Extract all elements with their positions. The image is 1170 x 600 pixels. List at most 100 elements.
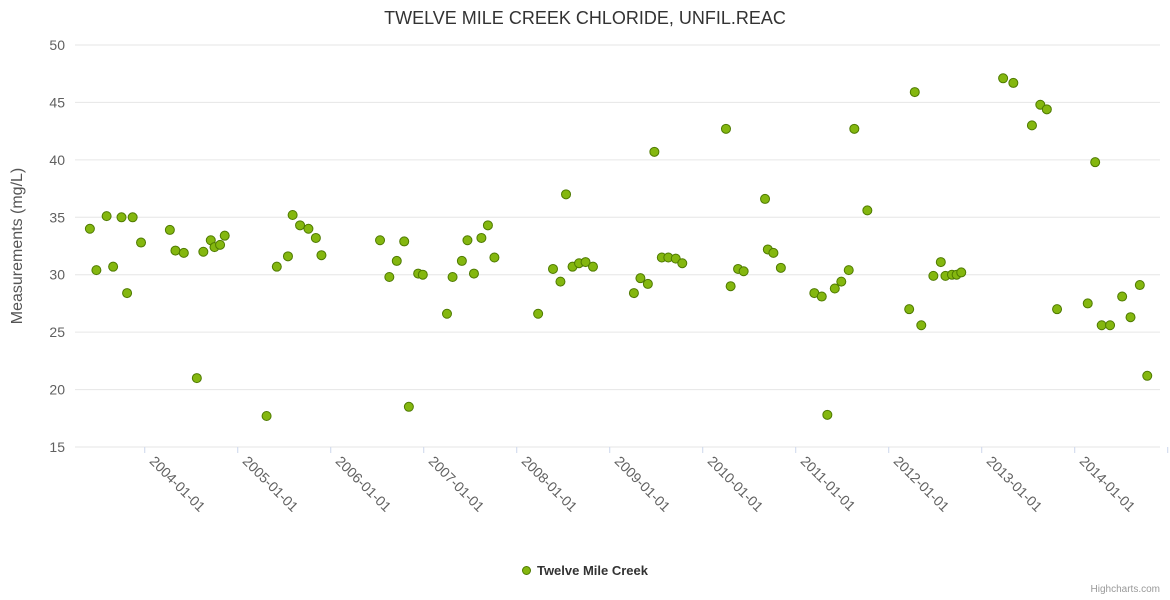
- data-point[interactable]: [391, 255, 402, 266]
- data-point[interactable]: [843, 265, 854, 276]
- data-point[interactable]: [829, 283, 840, 294]
- x-axis-tick-label: 2008-01-01: [519, 453, 581, 515]
- y-axis-tick-label: 25: [49, 324, 65, 340]
- data-point[interactable]: [775, 262, 786, 273]
- data-point[interactable]: [904, 304, 915, 315]
- data-point[interactable]: [1105, 320, 1116, 331]
- chart-title: TWELVE MILE CREEK CHLORIDE, UNFIL.REAC: [384, 8, 786, 28]
- data-point[interactable]: [561, 189, 572, 200]
- data-point[interactable]: [462, 235, 473, 246]
- x-axis-tick-label: 2005-01-01: [240, 453, 302, 515]
- data-point[interactable]: [399, 236, 410, 247]
- data-point[interactable]: [456, 255, 467, 266]
- data-point[interactable]: [862, 205, 873, 216]
- y-axis-tick-label: 20: [49, 382, 65, 398]
- data-point[interactable]: [1125, 312, 1136, 323]
- data-point[interactable]: [587, 261, 598, 272]
- data-point[interactable]: [489, 252, 500, 263]
- data-point[interactable]: [441, 308, 452, 319]
- data-point[interactable]: [849, 123, 860, 134]
- data-point[interactable]: [282, 251, 293, 262]
- legend-marker-icon: [521, 566, 531, 575]
- y-axis-title: Measurements (mg/L): [9, 168, 26, 325]
- y-axis-tick-label: 50: [49, 37, 65, 53]
- highcharts-credits-link[interactable]: Highcharts.com: [1090, 584, 1160, 595]
- data-point[interactable]: [935, 257, 946, 268]
- data-point[interactable]: [384, 272, 395, 283]
- data-point[interactable]: [136, 237, 147, 248]
- x-axis-tick-label: 2011-01-01: [798, 453, 859, 514]
- data-point[interactable]: [725, 281, 736, 292]
- data-point[interactable]: [836, 276, 847, 287]
- data-point[interactable]: [170, 245, 181, 256]
- data-point[interactable]: [1052, 304, 1063, 315]
- data-point[interactable]: [916, 320, 927, 331]
- data-point[interactable]: [316, 250, 327, 261]
- data-point[interactable]: [375, 235, 386, 246]
- data-point[interactable]: [1117, 291, 1128, 302]
- data-point[interactable]: [271, 261, 282, 272]
- data-point[interactable]: [768, 247, 779, 258]
- data-point[interactable]: [417, 269, 428, 280]
- data-point[interactable]: [677, 258, 688, 269]
- data-point[interactable]: [998, 73, 1009, 84]
- data-point[interactable]: [178, 247, 189, 258]
- data-point[interactable]: [84, 223, 95, 234]
- data-point[interactable]: [1041, 104, 1052, 115]
- data-point[interactable]: [303, 223, 314, 234]
- data-point[interactable]: [482, 220, 493, 231]
- data-point[interactable]: [822, 409, 833, 420]
- data-point[interactable]: [533, 308, 544, 319]
- legend[interactable]: Twelve Mile Creek: [0, 563, 1170, 578]
- y-axis-tick-label: 15: [49, 439, 65, 455]
- x-axis-tick-label: 2013-01-01: [984, 453, 1046, 515]
- data-point[interactable]: [91, 265, 102, 276]
- data-point[interactable]: [1142, 370, 1153, 381]
- data-point[interactable]: [476, 232, 487, 243]
- data-point[interactable]: [649, 146, 660, 157]
- data-point[interactable]: [816, 291, 827, 302]
- x-axis-tick-label: 2007-01-01: [426, 453, 488, 515]
- data-point[interactable]: [261, 410, 272, 421]
- data-point[interactable]: [628, 288, 639, 299]
- data-point[interactable]: [720, 123, 731, 134]
- data-point[interactable]: [122, 288, 133, 299]
- data-point[interactable]: [468, 268, 479, 279]
- data-point[interactable]: [642, 278, 653, 289]
- data-point[interactable]: [127, 212, 138, 223]
- data-point[interactable]: [164, 224, 175, 235]
- data-point[interactable]: [403, 401, 414, 412]
- data-point[interactable]: [1096, 320, 1107, 331]
- data-point[interactable]: [555, 276, 566, 287]
- data-point[interactable]: [108, 261, 119, 272]
- data-point[interactable]: [956, 267, 967, 278]
- data-point[interactable]: [116, 212, 127, 223]
- data-point[interactable]: [295, 220, 306, 231]
- data-point[interactable]: [738, 266, 749, 277]
- data-point[interactable]: [909, 87, 920, 98]
- data-point[interactable]: [191, 373, 202, 384]
- x-axis-tick-label: 2004-01-01: [147, 453, 209, 515]
- data-point[interactable]: [760, 193, 771, 204]
- data-point[interactable]: [310, 232, 321, 243]
- data-point[interactable]: [1090, 157, 1101, 168]
- data-point[interactable]: [1082, 298, 1093, 309]
- data-point[interactable]: [548, 263, 559, 274]
- y-axis-tick-label: 35: [49, 209, 65, 225]
- data-point[interactable]: [198, 246, 209, 257]
- data-point[interactable]: [1134, 280, 1145, 291]
- data-point[interactable]: [1026, 120, 1037, 131]
- y-axis-tick-label: 30: [49, 267, 65, 283]
- data-point[interactable]: [447, 272, 458, 283]
- data-point[interactable]: [580, 257, 591, 268]
- x-axis-tick-label: 2014-01-01: [1077, 453, 1139, 515]
- data-point[interactable]: [928, 270, 939, 281]
- data-point[interactable]: [215, 239, 226, 250]
- data-point[interactable]: [101, 211, 112, 222]
- data-point[interactable]: [635, 273, 646, 284]
- x-axis-tick-label: 2012-01-01: [891, 453, 953, 515]
- data-point[interactable]: [1008, 77, 1019, 88]
- data-point[interactable]: [219, 230, 230, 241]
- data-point[interactable]: [287, 209, 298, 220]
